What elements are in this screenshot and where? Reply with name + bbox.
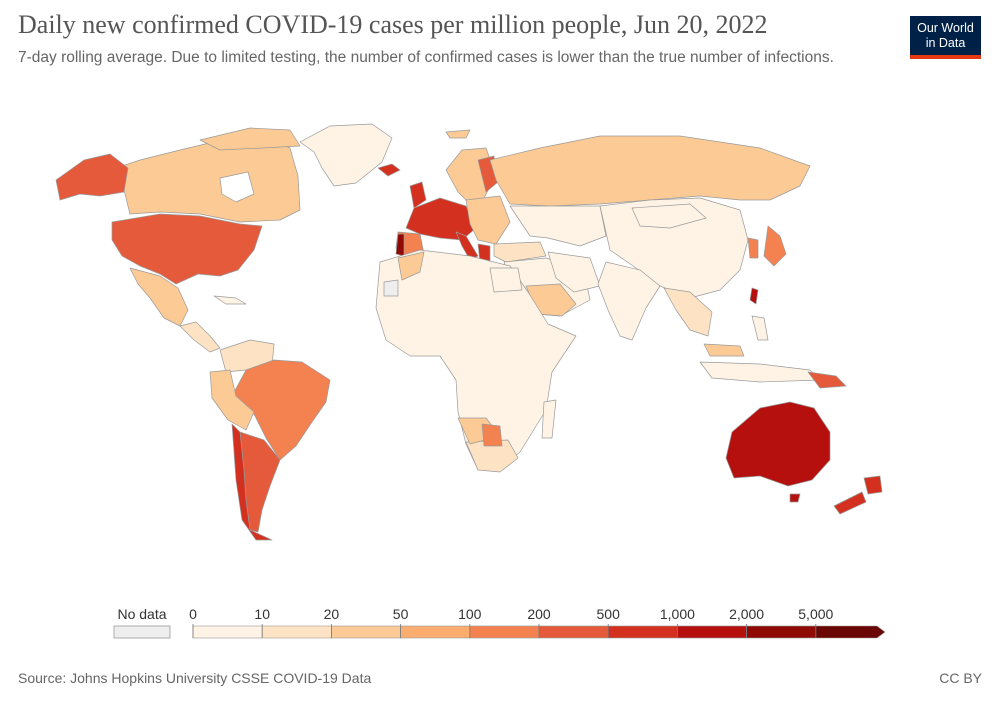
chart-title: Daily new confirmed COVID-19 cases per m… bbox=[18, 10, 768, 39]
region-western-sahara bbox=[383, 279, 399, 297]
region-russia bbox=[489, 135, 811, 207]
region-usa bbox=[111, 213, 263, 285]
region-central-asia bbox=[509, 205, 607, 247]
region-southeast-asia bbox=[663, 287, 713, 337]
region-eastern-europe bbox=[465, 195, 511, 245]
region-greenland bbox=[299, 123, 393, 187]
legend-bin bbox=[746, 625, 817, 639]
world-map bbox=[55, 123, 883, 541]
region-central-america bbox=[179, 321, 221, 353]
region-papua-new-guinea bbox=[807, 371, 847, 389]
legend-bin bbox=[677, 625, 747, 639]
legend-tick-label: 1,000 bbox=[660, 606, 695, 622]
region-canada bbox=[109, 135, 301, 223]
region-australia bbox=[725, 401, 831, 487]
logo-line-2: in Data bbox=[925, 36, 966, 50]
license-link[interactable]: CC BY bbox=[939, 670, 982, 686]
region-india bbox=[597, 261, 661, 341]
region-alaska bbox=[55, 153, 129, 201]
region-tasmania bbox=[789, 493, 801, 503]
legend-tick-label: 500 bbox=[597, 606, 621, 622]
region-chile bbox=[231, 423, 273, 541]
color-legend: No data 0 10 20 50 100 200 500 1,000 2,000 5,000 bbox=[113, 606, 886, 639]
region-korea bbox=[747, 237, 759, 259]
legend-bin bbox=[192, 625, 263, 639]
chart-subtitle: 7-day rolling average. Due to limited te… bbox=[18, 49, 834, 66]
region-taiwan bbox=[749, 287, 759, 305]
legend-tick-label: 20 bbox=[324, 606, 340, 622]
legend-tick-label: 10 bbox=[254, 606, 270, 622]
region-arctic-islands bbox=[199, 127, 301, 151]
region-hudson-bay bbox=[219, 171, 255, 203]
region-indonesia bbox=[699, 361, 821, 383]
legend-scale: No data 0 10 20 50 100 200 500 1,000 2,000 5,000 bbox=[113, 606, 886, 639]
region-malaysia bbox=[703, 343, 745, 357]
region-new-zealand-south bbox=[833, 491, 867, 515]
legend-bin bbox=[538, 625, 609, 639]
region-mongolia bbox=[631, 203, 707, 229]
legend-bin-open bbox=[815, 625, 886, 639]
legend-bin bbox=[261, 625, 332, 639]
region-egypt bbox=[489, 267, 523, 293]
region-new-zealand-north bbox=[863, 475, 883, 495]
owid-logo[interactable]: Our World in Data bbox=[910, 16, 981, 59]
source-note[interactable]: Source: Johns Hopkins University CSSE CO… bbox=[18, 670, 372, 686]
legend-tick-label: 200 bbox=[527, 606, 551, 622]
legend-bin bbox=[469, 625, 540, 639]
legend-no-data-swatch bbox=[113, 625, 171, 639]
region-china bbox=[599, 197, 749, 299]
region-morocco bbox=[397, 251, 425, 281]
region-zimbabwe bbox=[481, 423, 503, 447]
legend-bin bbox=[607, 625, 678, 639]
region-peru-bolivia bbox=[209, 369, 255, 431]
legend-tick-label: 2,000 bbox=[729, 606, 764, 622]
region-philippines bbox=[751, 315, 769, 341]
legend-tick-label: 0 bbox=[189, 606, 197, 622]
legend-no-data-label: No data bbox=[117, 606, 166, 622]
legend-bin bbox=[400, 625, 471, 639]
region-iceland bbox=[377, 163, 401, 177]
region-uk bbox=[409, 181, 427, 209]
legend-tick-label: 50 bbox=[393, 606, 409, 622]
region-svalbard bbox=[445, 129, 471, 139]
region-turkey bbox=[493, 241, 547, 263]
logo-line-1: Our World bbox=[917, 21, 974, 35]
legend-tick-label: 5,000 bbox=[798, 606, 833, 622]
region-japan bbox=[763, 225, 787, 267]
legend-tick-label: 100 bbox=[458, 606, 482, 622]
legend-bin bbox=[331, 625, 401, 639]
region-cuba bbox=[213, 295, 247, 305]
region-iran bbox=[547, 251, 601, 293]
region-madagascar bbox=[541, 399, 557, 439]
